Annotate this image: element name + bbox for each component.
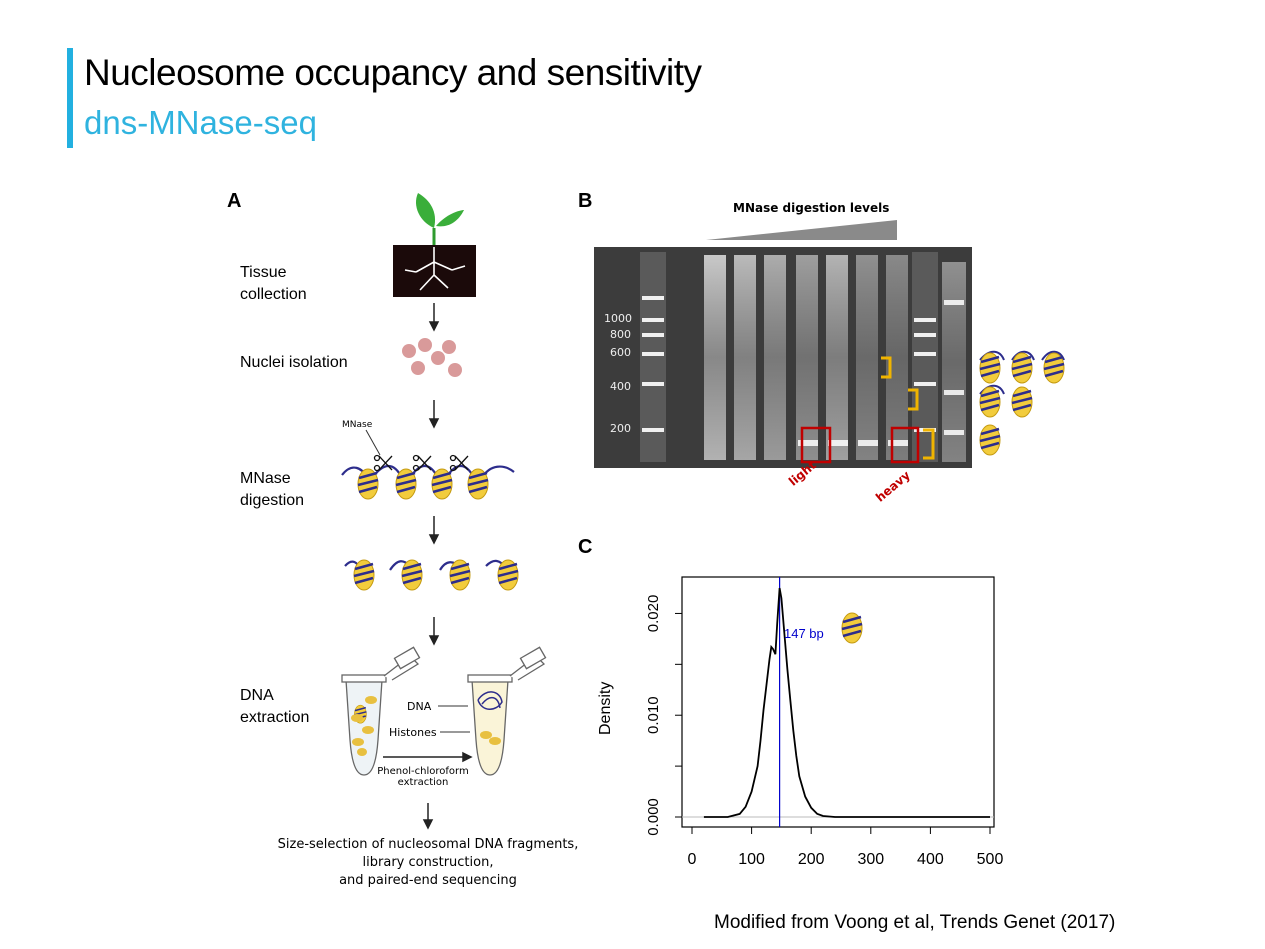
ladder-label: 800 [610,328,631,341]
mnase-pointer [365,429,381,456]
heavy-highlight-box [890,426,920,464]
phenol-line2: extraction [397,777,449,788]
step-label-line2: digestion [240,492,305,509]
x-tick-label: 200 [798,851,825,868]
y-tick-label: 0.020 [645,595,662,633]
plant-icon [393,193,476,297]
histones-label: Histones [389,726,437,739]
mnase-label: MNase [342,420,373,430]
step-label-line1: DNA [240,687,274,704]
x-tick-label: 100 [738,851,765,868]
dna-label: DNA [407,700,432,713]
step-label-line1: MNase [240,470,291,487]
gel-lanes [640,252,966,462]
light-highlight-box [800,426,832,464]
x-tick-label: 0 [688,851,697,868]
density-series-line [703,587,990,818]
scissors-icon [373,454,469,472]
phenol-label: Phenol-chloroform extraction [375,766,471,788]
nucleosome-icon [840,611,864,645]
y-tick-label: 0.000 [645,798,662,836]
peak-label: 147 bp [784,626,824,641]
step-mnase-digestion: MNase digestion [240,468,304,512]
step-tissue-collection: Tissue collection [240,262,307,306]
final-step-label: Size-selection of nucleosomal DNA fragme… [270,836,586,890]
final-line3: and paired-end sequencing [339,873,517,888]
y-tick-label: 0.010 [645,696,662,734]
x-tick-label: 400 [917,851,944,868]
accent-bar [67,48,73,148]
plot-frame [681,576,995,828]
final-line1: Size-selection of nucleosomal DNA fragme… [277,837,579,852]
panel-b-letter: B [578,190,593,212]
nuclei-icon [402,338,462,377]
sample-bands [798,300,964,446]
final-line2: library construction, [362,855,494,870]
source-credit: Modified from Voong et al, Trends Genet … [714,912,1116,933]
step-label-line2: collection [240,286,307,303]
phenol-line1: Phenol-chloroform [377,766,469,777]
step-label-line2: extraction [240,709,310,726]
step-label-line1: Nuclei isolation [240,354,348,371]
step-label-line1: Tissue [240,264,287,281]
panel-c-letter: C [578,536,593,558]
flow-arrows [383,303,473,830]
ladder-label: 200 [610,422,631,435]
step-dna-extraction: DNA extraction [240,685,309,729]
slide-subtitle: dns-MNase-seq [84,104,317,141]
step-nuclei-isolation: Nuclei isolation [240,352,348,374]
digestion-wedge [706,220,897,240]
ladder-label: 400 [610,380,631,393]
slide-title: Nucleosome occupancy and sensitivity [84,52,702,93]
yellow-brackets [881,356,935,460]
y-axis-label: Density [597,681,614,735]
ladder-label: 1000 [604,312,632,325]
tube-icon [341,646,547,776]
gel-header: MNase digestion levels [733,201,890,215]
panel-a-letter: A [227,190,242,212]
digested-nucleosomes [344,558,520,592]
nucleosome-legend [978,350,1066,457]
x-tick-label: 300 [857,851,884,868]
x-tick-label: 500 [977,851,1004,868]
ladder-label: 600 [610,346,631,359]
